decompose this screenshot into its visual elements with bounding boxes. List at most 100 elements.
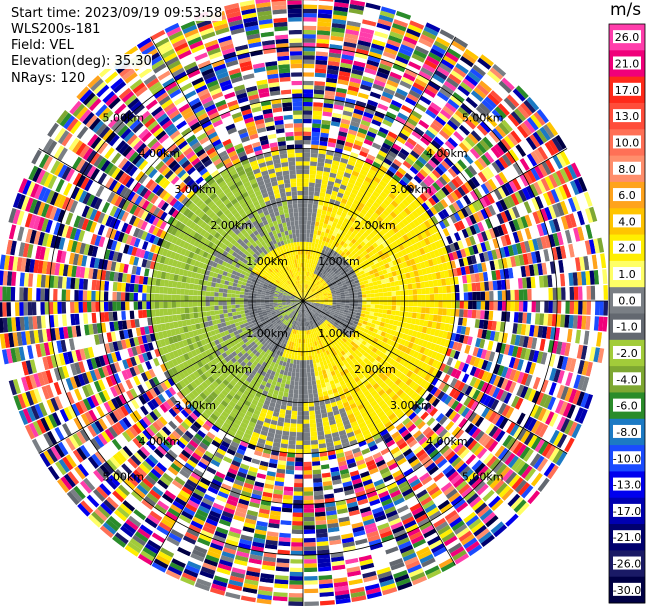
range-gate <box>503 246 510 257</box>
range-gate <box>313 93 324 99</box>
range-gate <box>329 285 334 289</box>
range-gate <box>462 194 472 205</box>
range-gate <box>308 191 315 196</box>
range-gate <box>313 477 323 483</box>
range-gate <box>556 416 567 431</box>
range-gate <box>294 470 303 475</box>
range-gate <box>283 494 293 500</box>
range-gate <box>384 332 391 339</box>
range-gate <box>321 316 327 321</box>
range-gate <box>429 206 438 216</box>
range-gate <box>374 208 382 216</box>
range-gate <box>356 363 363 370</box>
range-gate <box>514 191 524 204</box>
range-gate <box>548 301 553 314</box>
range-gate <box>303 465 312 471</box>
range-gate <box>328 248 333 254</box>
range-gate <box>395 10 412 20</box>
range-gate <box>430 242 438 251</box>
range-gate <box>330 326 335 331</box>
range-gate <box>446 308 452 316</box>
range-gate <box>528 349 536 362</box>
range-gate <box>544 352 552 366</box>
range-gate <box>324 320 329 325</box>
range-gate <box>522 312 528 324</box>
range-gate <box>304 563 317 568</box>
range-gate <box>522 289 528 301</box>
range-gate <box>340 58 354 65</box>
range-gate <box>439 444 450 455</box>
range-gate <box>356 249 363 256</box>
range-gate <box>464 385 473 396</box>
range-gate <box>359 261 366 267</box>
range-gate <box>473 127 485 139</box>
range-gate <box>380 220 388 227</box>
range-gate <box>308 182 315 188</box>
range-gate <box>565 357 573 372</box>
range-gate <box>417 338 424 347</box>
range-gate <box>441 431 451 442</box>
range-gate <box>467 411 478 423</box>
range-gate <box>564 214 573 229</box>
range-gate <box>421 268 428 275</box>
range-gate <box>335 343 341 349</box>
range-gate <box>327 317 332 321</box>
range-gate <box>453 188 463 199</box>
range-gate <box>309 410 315 416</box>
range-gate <box>489 301 494 311</box>
range-gate <box>414 45 429 56</box>
range-gate <box>318 306 324 309</box>
range-gate <box>544 380 553 395</box>
range-gate <box>413 126 425 137</box>
range-gate <box>378 63 392 72</box>
range-gate <box>285 473 294 479</box>
range-gate <box>431 272 437 280</box>
range-gate <box>314 511 326 517</box>
range-gate <box>529 324 535 337</box>
range-gate <box>591 254 598 270</box>
range-gate <box>403 207 412 216</box>
range-gate <box>292 521 303 526</box>
range-gate <box>373 312 379 317</box>
range-gate <box>383 296 388 301</box>
range-gate <box>293 491 303 496</box>
range-gate <box>542 192 552 206</box>
range-gate <box>387 380 395 388</box>
range-gate <box>445 206 454 216</box>
range-gate <box>303 118 312 124</box>
range-gate <box>381 241 389 248</box>
range-gate <box>408 89 421 99</box>
range-gate <box>572 344 580 358</box>
range-gate <box>353 108 364 116</box>
range-gate <box>312 289 317 293</box>
range-gate <box>464 167 474 179</box>
range-gate <box>551 398 561 412</box>
range-gate <box>378 260 385 267</box>
range-gate <box>458 334 465 344</box>
range-gate <box>303 258 306 263</box>
range-gate <box>407 341 414 349</box>
range-gate <box>359 150 368 158</box>
range-gate <box>480 154 491 166</box>
range-gate <box>340 350 346 356</box>
range-gate <box>391 241 399 248</box>
range-gate <box>398 279 404 286</box>
range-gate <box>295 457 303 462</box>
range-gate <box>307 267 310 272</box>
range-gate <box>401 218 409 226</box>
range-gate <box>315 64 327 70</box>
range-gate <box>303 415 310 420</box>
range-gate <box>425 252 432 260</box>
range-gate <box>285 465 295 471</box>
range-gate <box>378 243 385 250</box>
range-gate <box>501 450 513 463</box>
range-gate <box>386 214 394 222</box>
range-gate <box>527 289 532 301</box>
range-gate <box>466 318 472 327</box>
range-gate <box>308 347 311 352</box>
range-gate <box>568 228 577 243</box>
range-gate <box>569 286 575 300</box>
range-gate <box>467 71 481 83</box>
range-gate <box>423 320 429 327</box>
range-gate <box>444 102 457 113</box>
